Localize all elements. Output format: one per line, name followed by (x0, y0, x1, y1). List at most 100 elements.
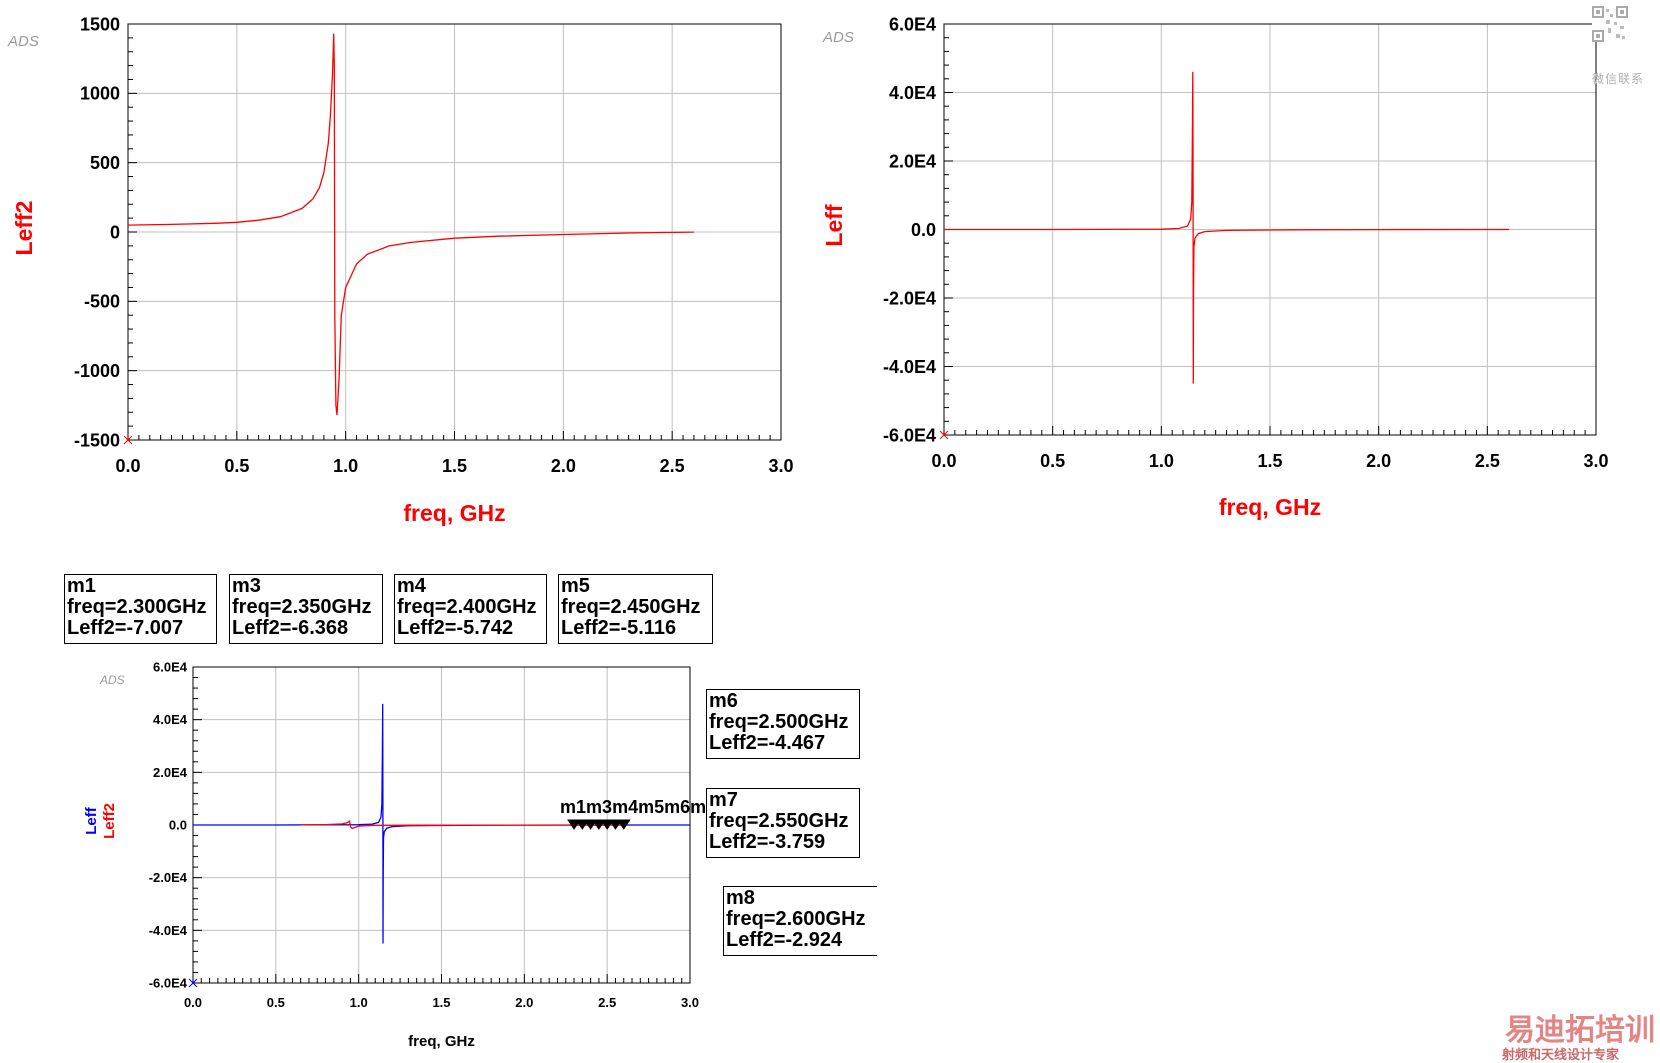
marker-readout-m3: m3 freq=2.350GHz Leff2=-6.368 (229, 574, 383, 644)
y-tick-label: -1000 (74, 361, 120, 381)
x-tick-label: 2.5 (660, 456, 685, 476)
marker-name: m4 (397, 575, 426, 597)
y-tick-label: 2.0E4 (889, 151, 936, 171)
marker-name: m5 (561, 575, 590, 597)
marker-value: Leff2=-4.467 (709, 732, 826, 754)
chart2-series-line-0 (944, 71, 1510, 384)
y-tick-label: 6.0E4 (889, 14, 936, 34)
y-tick-label: -2.0E4 (883, 288, 936, 308)
marker-freq: freq=2.300GHz (67, 596, 207, 618)
marker-value: Leff2=-5.742 (397, 617, 514, 639)
marker-triangle-m7 (608, 819, 623, 830)
marker-freq: freq=2.600GHz (726, 908, 866, 930)
x-tick-label: 1.0 (350, 995, 368, 1010)
marker-readout-m5: m5 freq=2.450GHz Leff2=-5.116 (558, 574, 713, 644)
x-axis-title: freq, GHz (403, 500, 505, 526)
marker-value: Leff2=-3.759 (709, 831, 826, 853)
y-axis-title: Leff2 (11, 201, 37, 256)
marker-triangle-m4 (583, 819, 598, 830)
y-tick-label: 0.0 (169, 818, 187, 833)
marker-labels-overlap: m1m3m4m5m6m7m8 (560, 797, 742, 817)
brand-watermark-subtitle: 射频和天线设计专家 (1502, 1048, 1620, 1063)
x-tick-label: 0.5 (267, 995, 285, 1010)
y-tick-label: 1500 (80, 14, 120, 34)
chart1-group: 0.0 0.5 1.0 1.5 2.0 2.5 3.0 1500 1000 500 0 -500 -10… (7, 14, 794, 526)
x-tick-label: 3.0 (768, 456, 793, 476)
y-tick-label: -6.0E4 (883, 425, 936, 445)
x-tick-label: 3.0 (1583, 451, 1608, 471)
y-tick-label: -1500 (74, 430, 120, 450)
y-tick-label: 4.0E4 (889, 83, 936, 103)
marker-readout-m1: m1 freq=2.300GHz Leff2=-7.007 (64, 574, 217, 644)
y-tick-label: 2.0E4 (153, 765, 188, 780)
marker-triangle-m8 (616, 819, 631, 830)
marker-value: Leff2=-5.116 (561, 617, 677, 639)
origin-marker (188, 978, 198, 988)
ads-watermark: ADS (7, 33, 39, 50)
chart3-group: 0.0 0.5 1.0 1.5 2.0 2.5 3.0 6.0E4 4.0E4 2.0E4 0.0 -… (83, 660, 742, 1050)
y-axis-title: Leff (83, 806, 100, 835)
y-tick-label: -4.0E4 (149, 923, 188, 938)
marker-name: m8 (726, 887, 755, 909)
chart1-series-line-0 (127, 33, 694, 416)
x-tick-label: 0.0 (184, 995, 202, 1010)
origin-marker (123, 435, 133, 445)
x-tick-label: 1.5 (432, 995, 450, 1010)
y-axis-title: Leff (821, 204, 847, 247)
brand-watermark: 易迪拓培训 (1505, 1013, 1655, 1048)
y-axis-title-2: Leff2 (101, 803, 118, 839)
marker-freq: freq=2.550GHz (709, 810, 849, 832)
y-tick-label: -4.0E4 (883, 357, 936, 377)
x-tick-label: 0.0 (931, 451, 956, 471)
x-tick-label: 0.5 (224, 456, 249, 476)
marker-readout-m4: m4 freq=2.400GHz Leff2=-5.742 (394, 574, 547, 644)
x-tick-label: 2.5 (598, 995, 616, 1010)
x-tick-label: 2.0 (1366, 451, 1391, 471)
y-tick-label: 0 (110, 222, 120, 242)
y-tick-label: -2.0E4 (149, 870, 188, 885)
marker-value: Leff2=-6.368 (232, 617, 349, 639)
marker-freq: freq=2.450GHz (561, 596, 701, 618)
marker-readout-m8: m8 freq=2.600GHz Leff2=-2.924 (723, 886, 877, 956)
marker-name: m6 (709, 690, 738, 712)
ads-watermark: ADS (99, 673, 125, 687)
marker-triangle-m5 (591, 819, 606, 830)
x-tick-label: 2.0 (515, 995, 533, 1010)
marker-freq: freq=2.500GHz (709, 711, 849, 733)
x-axis-title: freq, GHz (1219, 494, 1321, 520)
marker-name: m1 (67, 575, 96, 597)
marker-readout-m6: m6 freq=2.500GHz Leff2=-4.467 (706, 689, 860, 759)
x-tick-label: 2.5 (1475, 451, 1500, 471)
y-tick-label: 500 (90, 153, 120, 173)
chart3-series-line-1 (300, 820, 624, 830)
y-tick-label: 6.0E4 (153, 660, 188, 675)
marker-triangle-m3 (575, 819, 590, 830)
qr-code-icon (1592, 6, 1628, 42)
marker-triangle-m1 (567, 819, 581, 830)
origin-marker (939, 430, 949, 440)
x-tick-label: 0.0 (115, 456, 140, 476)
y-tick-label: 4.0E4 (153, 712, 188, 727)
marker-freq: freq=2.400GHz (397, 596, 537, 618)
x-tick-label: 1.5 (1257, 451, 1282, 471)
y-tick-label: 0.0 (911, 220, 936, 240)
x-tick-label: 2.0 (551, 456, 576, 476)
qr-caption: 微信联系 (1592, 72, 1645, 86)
x-tick-label: 1.5 (442, 456, 467, 476)
y-tick-label: -500 (84, 292, 120, 312)
marker-name: m7 (709, 789, 738, 811)
marker-triangle-m6 (600, 819, 615, 830)
x-tick-label: 1.0 (333, 456, 358, 476)
x-tick-label: 0.5 (1040, 451, 1065, 471)
chart2-group: 0.0 0.5 1.0 1.5 2.0 2.5 3.0 6.0E4 4.0E4 2.0E4 0.0 -… (821, 14, 1609, 520)
ads-watermark: ADS (822, 29, 854, 46)
marker-value: Leff2=-2.924 (726, 929, 843, 951)
y-tick-label: 1000 (80, 84, 120, 104)
y-tick-label: -6.0E4 (149, 976, 188, 991)
x-tick-label: 1.0 (1149, 451, 1174, 471)
marker-readout-m7: m7 freq=2.550GHz Leff2=-3.759 (706, 788, 860, 858)
x-axis-title: freq, GHz (408, 1033, 475, 1050)
marker-name: m3 (232, 575, 261, 597)
marker-value: Leff2=-7.007 (67, 617, 184, 639)
